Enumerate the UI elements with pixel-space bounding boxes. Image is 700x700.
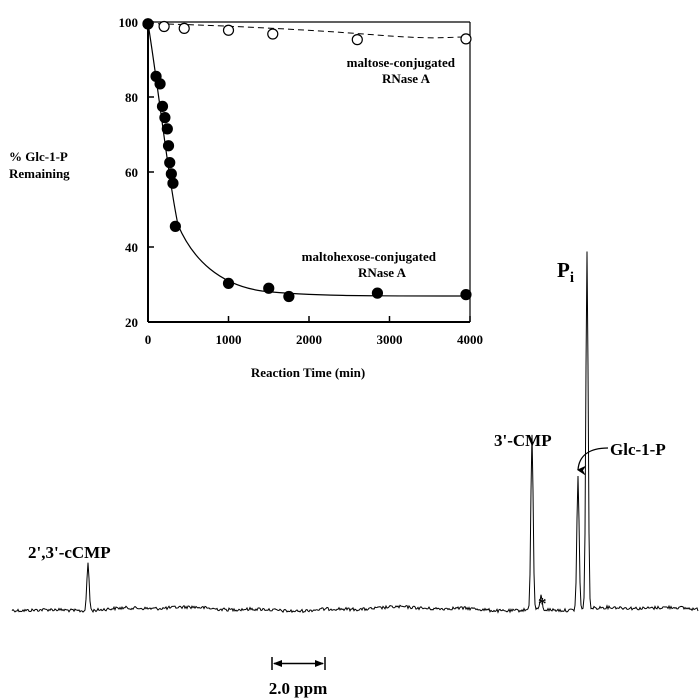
nmr-spectrum: 2',3'-cCMP 3'-CMP * Glc-1-P Pi 2.0 ppm — [11, 251, 699, 698]
maltose-data-point — [351, 34, 363, 46]
y-tick-label: 100 — [119, 15, 139, 30]
legend-maltose-line-2: RNase A — [382, 71, 431, 86]
y-tick-label: 20 — [125, 315, 138, 330]
glc-1-p-arrow — [577, 447, 609, 476]
y-ticks: 20 40 60 80 100 — [119, 15, 154, 330]
maltohexose-data-point — [164, 157, 176, 169]
y-tick-label: 40 — [125, 240, 138, 255]
peak-label-cyclic-cmp: 2',3'-cCMP — [28, 543, 111, 562]
maltohexose-data-point — [154, 78, 166, 90]
peak-label-asterisk: * — [538, 594, 547, 613]
spectrum-trace — [11, 251, 699, 614]
scale-bar-label: 2.0 ppm — [269, 679, 328, 698]
y-axis-label-line-1: % Glc-1-P — [9, 149, 68, 164]
maltohexose-data-point — [142, 18, 154, 30]
peak-label-3-cmp: 3'-CMP — [494, 431, 552, 450]
maltose-data-point — [267, 28, 279, 40]
series-maltohexose-points — [142, 18, 472, 303]
x-tick-label: 1000 — [216, 332, 242, 347]
legend-maltohexose-line-1: maltohexose-conjugated — [302, 249, 437, 264]
maltohexose-data-point — [159, 112, 171, 124]
maltose-data-point — [222, 24, 235, 36]
x-tick-label: 0 — [145, 332, 152, 347]
x-tick-label: 2000 — [296, 332, 322, 347]
peak-label-glc-1-p: Glc-1-P — [610, 440, 666, 459]
scale-bar — [271, 657, 326, 670]
maltose-data-point — [178, 22, 190, 34]
x-axis-label: Reaction Time (min) — [251, 365, 365, 380]
series-maltose-points — [142, 18, 472, 46]
maltohexose-data-point — [167, 177, 179, 189]
maltohexose-data-point — [161, 123, 173, 135]
peak-label-pi: Pi — [557, 258, 574, 286]
x-tick-label: 3000 — [377, 332, 403, 347]
y-tick-label: 60 — [125, 165, 138, 180]
x-ticks: 0 1000 2000 3000 4000 — [145, 316, 483, 347]
peak-label-pi-main: P — [557, 258, 570, 282]
maltohexose-data-point — [169, 220, 181, 232]
maltohexose-data-point — [162, 140, 175, 152]
maltohexose-data-point — [156, 100, 169, 112]
legend-maltohexose-line-2: RNase A — [358, 265, 407, 280]
maltohexose-data-point — [222, 277, 235, 289]
maltohexose-data-point — [283, 290, 295, 303]
y-tick-label: 80 — [125, 90, 138, 105]
maltohexose-data-point — [165, 168, 177, 180]
legend-maltose-line-1: maltose-conjugated — [347, 55, 456, 70]
x-tick-label: 4000 — [457, 332, 483, 347]
y-axis-label-line-2: Remaining — [9, 166, 70, 181]
maltohexose-fit-curve — [147, 22, 471, 297]
peak-label-pi-sub: i — [570, 270, 574, 286]
maltohexose-data-point — [263, 282, 275, 294]
maltose-data-point — [460, 33, 472, 45]
maltose-fit-curve — [147, 23, 471, 39]
maltohexose-data-point — [460, 289, 472, 301]
maltose-data-point — [158, 20, 170, 33]
maltohexose-data-point — [371, 287, 384, 299]
